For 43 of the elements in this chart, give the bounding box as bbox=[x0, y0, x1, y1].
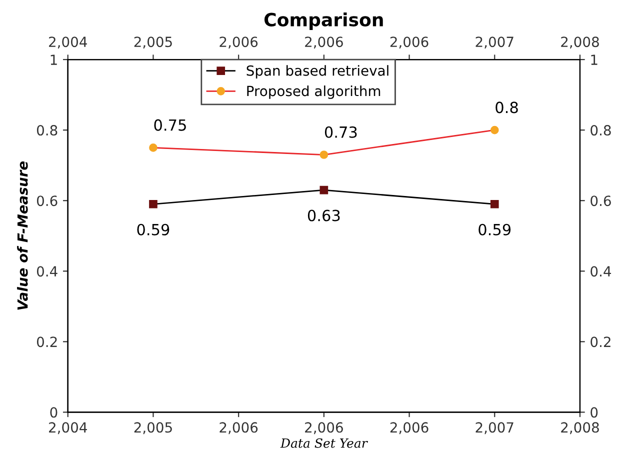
x2-tick-label: 2,004 bbox=[49, 36, 87, 49]
point bbox=[320, 150, 328, 159]
y2-tick-label: 1 bbox=[591, 54, 598, 65]
x-tick-label: 2,008 bbox=[561, 422, 599, 434]
y2-tick-label: 0.2 bbox=[590, 336, 610, 348]
data-label: 0.73 bbox=[324, 126, 357, 138]
y2-tick-label: 0.6 bbox=[590, 196, 611, 206]
x2-tick-label: 2,006 bbox=[305, 36, 343, 49]
legend-label: Proposed algorithm bbox=[247, 85, 380, 99]
data-label: 0.59 bbox=[137, 224, 170, 236]
point bbox=[490, 126, 499, 134]
y-tick-label: 0 bbox=[50, 407, 58, 418]
x2-tick-label: 2,006 bbox=[390, 36, 428, 49]
data-label: 0.63 bbox=[308, 210, 340, 222]
x-tick-label: 2,004 bbox=[49, 422, 87, 434]
y2-tick-label: 0 bbox=[590, 407, 598, 418]
x2-tick-label: 2,007 bbox=[476, 36, 514, 49]
y-axis-title: Value of F-Measure bbox=[17, 161, 28, 310]
x2-tick-label: 2,005 bbox=[134, 36, 172, 49]
y2-tick-label: 0.8 bbox=[590, 125, 611, 136]
x-axis-title: Data Set Year bbox=[280, 438, 368, 448]
x-tick-label: 2,006 bbox=[220, 422, 258, 434]
y-tick-label: 0.6 bbox=[36, 196, 58, 206]
y-tick-label: 0.4 bbox=[36, 266, 58, 277]
y2-tick-label: 0.4 bbox=[590, 266, 612, 277]
y-tick-label: 0.2 bbox=[36, 336, 57, 348]
x-tick-label: 2,006 bbox=[390, 422, 428, 434]
x2-tick-label: 2,008 bbox=[561, 36, 599, 49]
x-tick-label: 2,007 bbox=[476, 422, 514, 434]
point bbox=[149, 144, 158, 152]
y-tick-label: 0.8 bbox=[36, 125, 58, 136]
point bbox=[320, 186, 328, 194]
x2-tick-label: 2,006 bbox=[220, 36, 258, 49]
data-label: 0.8 bbox=[496, 102, 518, 114]
x-tick-label: 2,005 bbox=[134, 422, 172, 434]
y-tick-label: 1 bbox=[50, 54, 57, 65]
point bbox=[149, 200, 158, 208]
legend-label: Span based retrieval bbox=[246, 65, 388, 79]
chart-title: Comparison bbox=[264, 12, 383, 30]
data-label: 0.59 bbox=[478, 224, 511, 236]
data-label: 0.75 bbox=[154, 119, 186, 131]
point bbox=[490, 200, 499, 208]
x-tick-label: 2,006 bbox=[305, 422, 343, 434]
